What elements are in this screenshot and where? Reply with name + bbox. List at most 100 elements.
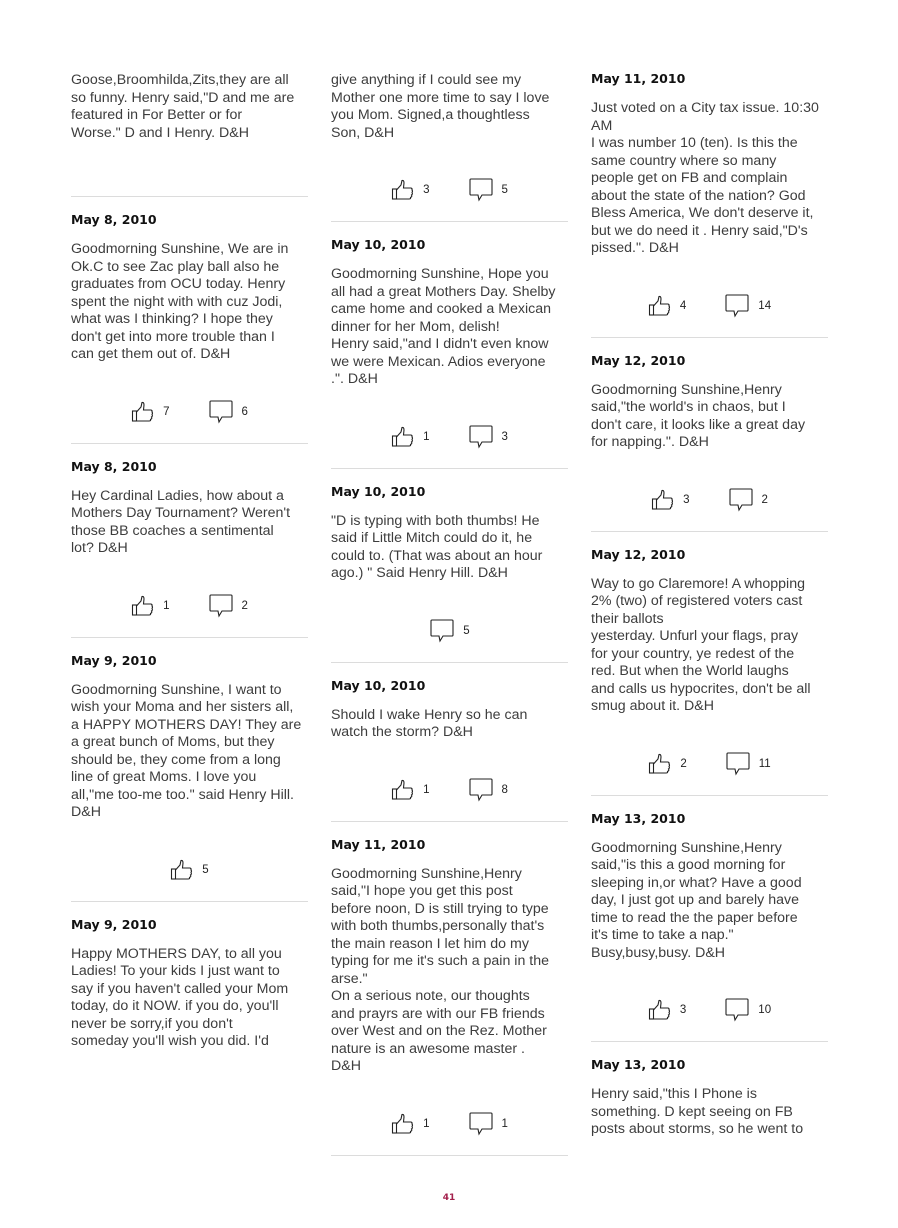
divider <box>331 221 568 222</box>
post-text: Henry said,"this I Phone is something. D… <box>591 1086 804 1137</box>
like-button[interactable]: 1 <box>391 425 430 449</box>
post: May 13, 2010 Henry said,"this I Phone is … <box>591 1055 828 1139</box>
comment-button[interactable]: 2 <box>728 487 768 513</box>
post-text: Goodmorning Sunshine,Henry said,"I hope … <box>331 865 550 1075</box>
post-text: Goodmorning Sunshine,Henry said,"is this… <box>591 839 802 961</box>
like-button[interactable]: 3 <box>391 178 430 202</box>
like-button[interactable]: 3 <box>651 488 690 512</box>
like-count: 1 <box>163 599 170 612</box>
like-count: 2 <box>680 757 687 770</box>
post: give anything if I could see my Mother o… <box>331 72 568 222</box>
divider <box>71 900 308 902</box>
divider <box>591 1041 828 1042</box>
thumbs-up-icon <box>131 400 155 424</box>
like-count: 3 <box>683 493 690 506</box>
post-text: Goodmorning Sunshine, I want to wish you… <box>71 681 302 821</box>
thumbs-up-icon <box>131 594 155 618</box>
comment-count: 2 <box>761 493 768 506</box>
post-reactions: 4 14 <box>591 293 828 319</box>
comment-count: 8 <box>501 783 508 796</box>
post-date: May 12, 2010 <box>591 546 686 562</box>
thumbs-up-icon <box>648 752 672 776</box>
comment-button[interactable]: 5 <box>429 618 470 644</box>
speech-bubble-icon <box>468 1111 494 1137</box>
comment-button[interactable]: 1 <box>468 1111 508 1137</box>
post-date: May 12, 2010 <box>591 352 686 368</box>
post: Goose,Broomhilda,Zits,they are all so fu… <box>71 72 308 197</box>
divider <box>71 196 308 197</box>
post-text: Hey Cardinal Ladies, how about a Mothers… <box>71 487 291 557</box>
comment-button[interactable]: 11 <box>725 751 771 777</box>
post-column: give anything if I could see my Mother o… <box>331 72 568 1169</box>
post-date: May 8, 2010 <box>71 212 157 227</box>
like-button[interactable]: 4 <box>648 294 686 318</box>
speech-bubble-icon <box>468 424 494 450</box>
post-text: Goose,Broomhilda,Zits,they are all so fu… <box>71 72 295 141</box>
comment-count: 1 <box>501 1117 508 1130</box>
comment-button[interactable]: 8 <box>468 777 508 803</box>
like-button[interactable]: 1 <box>391 1112 430 1136</box>
comment-count: 5 <box>501 184 508 196</box>
post-reactions: 5 <box>71 858 308 882</box>
comment-button[interactable]: 2 <box>208 593 248 619</box>
speech-bubble-icon <box>725 751 751 777</box>
comment-count: 6 <box>241 405 248 418</box>
like-button[interactable]: 3 <box>648 998 686 1022</box>
post-date: May 10, 2010 <box>331 677 426 693</box>
post-text: give anything if I could see my Mother o… <box>331 72 550 141</box>
speech-bubble-icon <box>724 997 750 1023</box>
speech-bubble-icon <box>208 593 234 619</box>
thumbs-up-icon <box>391 178 415 202</box>
divider <box>591 794 828 796</box>
speech-bubble-icon <box>468 777 494 803</box>
post-text: Just voted on a City tax issue. 10:30 AM… <box>591 100 819 256</box>
comment-count: 14 <box>758 299 772 312</box>
thumbs-up-icon <box>391 1112 415 1136</box>
divider <box>331 467 568 469</box>
speech-bubble-icon <box>208 399 234 425</box>
post-reactions: 2 11 <box>591 751 828 777</box>
comment-button[interactable]: 14 <box>724 293 771 319</box>
post-text: Goodmorning Sunshine,Henry said,"the wor… <box>591 381 806 451</box>
like-count: 1 <box>423 430 430 443</box>
post: May 12, 2010 Goodmorning Sunshine,Henry s… <box>591 351 828 532</box>
like-count: 7 <box>163 405 170 418</box>
speech-bubble-icon <box>728 487 754 513</box>
divider <box>331 661 568 663</box>
like-button[interactable]: 5 <box>170 858 209 882</box>
post-text: "D is typing with both thumbs! He said i… <box>331 512 543 582</box>
like-button[interactable]: 7 <box>131 400 170 424</box>
post-column: May 11, 2010 Just voted on a City tax iss… <box>591 69 828 1139</box>
divider <box>71 636 308 638</box>
post: May 9, 2010 Goodmorning Sunshine, I want … <box>71 651 308 902</box>
post-date: May 11, 2010 <box>591 71 686 86</box>
divider <box>591 530 828 532</box>
post-text: Goodmorning Sunshine, We are in Ok.C to … <box>71 241 289 362</box>
divider <box>71 442 308 444</box>
divider <box>591 336 828 338</box>
like-button[interactable]: 1 <box>391 778 430 802</box>
thumbs-up-icon <box>170 858 194 882</box>
comment-button[interactable]: 6 <box>208 399 248 425</box>
like-button[interactable]: 1 <box>131 594 170 618</box>
post: May 10, 2010 Should I wake Henry so he ca… <box>331 676 568 822</box>
comment-button[interactable]: 10 <box>724 997 771 1023</box>
comment-button[interactable]: 3 <box>468 424 508 450</box>
like-count: 3 <box>679 1004 687 1016</box>
like-count: 3 <box>423 184 430 196</box>
like-button[interactable]: 2 <box>648 752 687 776</box>
post: May 10, 2010 "D is typing with both thumb… <box>331 482 568 663</box>
thumbs-up-icon <box>648 998 672 1022</box>
post: May 12, 2010 Way to go Claremore! A whopp… <box>591 545 828 796</box>
comment-button[interactable]: 5 <box>468 177 508 203</box>
like-count: 1 <box>423 1117 430 1130</box>
post: May 9, 2010 Happy MOTHERS DAY, to all you… <box>71 915 308 1051</box>
post: May 13, 2010 Goodmorning Sunshine,Henry s… <box>591 809 828 1042</box>
post: May 8, 2010 Goodmorning Sunshine, We are … <box>71 210 308 444</box>
divider <box>331 820 568 822</box>
post-date: May 9, 2010 <box>71 652 157 668</box>
